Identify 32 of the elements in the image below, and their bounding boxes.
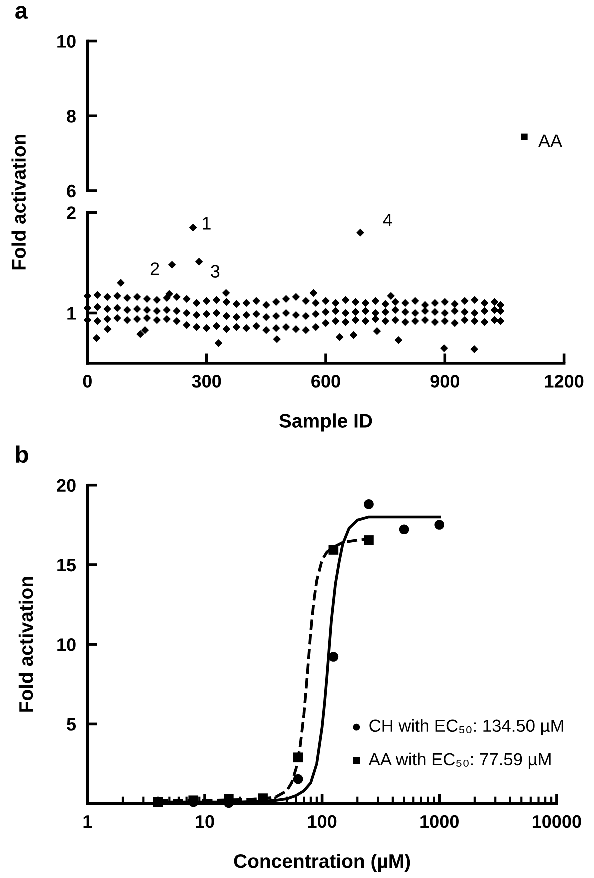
legend-label: AA with EC₅₀: 77.59 µM (368, 752, 551, 770)
chart-title: a (16, 6, 28, 20)
x-tick-label: 900 (430, 375, 460, 388)
legend-label: CH with EC₅₀: 134.50 µM (370, 719, 564, 736)
annotation: 4 (383, 214, 392, 226)
y-tick-label: 20 (57, 479, 76, 492)
x-tick-label: 100 (308, 815, 337, 828)
x-tick-label: 300 (192, 375, 222, 388)
x-tick-label: 1000 (420, 815, 459, 828)
y-tick-label: 6 (67, 184, 76, 198)
x-tick-label: 1 (84, 816, 92, 828)
y-tick-label: 5 (67, 718, 76, 731)
annotation: AA (538, 134, 563, 148)
x-tick-label: 600 (312, 375, 340, 388)
x-tick-label: 10000 (532, 815, 582, 828)
x-tick-label: 1200 (545, 375, 584, 388)
y-tick-label: 8 (67, 110, 76, 123)
x-axis-title: Sample ID (280, 414, 372, 432)
annotation: 3 (211, 265, 220, 278)
x-axis-title: Concentration (µM) (234, 854, 410, 872)
y-tick-label: 15 (58, 559, 76, 572)
y-axis-title: Fold activation (18, 577, 34, 712)
y-tick-label: 10 (58, 638, 76, 652)
y-tick-label: 10 (58, 35, 76, 48)
y-axis-title: Fold activation (12, 134, 26, 270)
y-tick-label: 1 (68, 307, 76, 320)
x-tick-label: 0 (83, 375, 92, 388)
chart-title: b (16, 446, 28, 464)
annotation: 2 (150, 262, 160, 276)
x-tick-label: 10 (196, 815, 214, 828)
annotation: 1 (203, 217, 211, 230)
y-tick-label: 2 (67, 206, 76, 220)
